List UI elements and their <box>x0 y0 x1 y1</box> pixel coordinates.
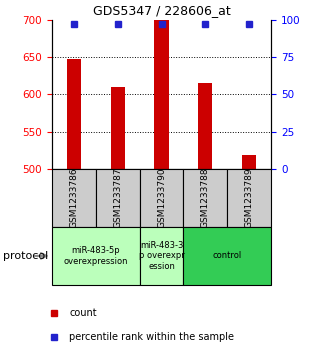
Text: control: control <box>213 252 242 260</box>
Bar <box>52 169 96 227</box>
Bar <box>111 87 125 169</box>
Bar <box>198 83 212 169</box>
Bar <box>140 169 183 227</box>
Text: count: count <box>69 308 97 318</box>
Text: percentile rank within the sample: percentile rank within the sample <box>69 332 234 342</box>
Bar <box>242 155 256 169</box>
Text: GSM1233788: GSM1233788 <box>201 167 210 228</box>
Text: GSM1233786: GSM1233786 <box>69 167 78 228</box>
Title: GDS5347 / 228606_at: GDS5347 / 228606_at <box>93 4 230 17</box>
Bar <box>183 169 227 227</box>
Text: miR-483-3
p overexpr
ession: miR-483-3 p overexpr ession <box>139 241 184 271</box>
Bar <box>52 227 140 285</box>
Text: protocol: protocol <box>3 251 49 261</box>
Bar <box>155 20 168 169</box>
Bar <box>67 59 81 169</box>
Text: miR-483-5p
overexpression: miR-483-5p overexpression <box>63 246 128 266</box>
Text: GSM1233789: GSM1233789 <box>245 167 254 228</box>
Text: GSM1233787: GSM1233787 <box>113 167 122 228</box>
Text: GSM1233790: GSM1233790 <box>157 167 166 228</box>
Bar <box>183 227 271 285</box>
Bar <box>140 227 183 285</box>
Bar <box>96 169 140 227</box>
Bar <box>227 169 271 227</box>
